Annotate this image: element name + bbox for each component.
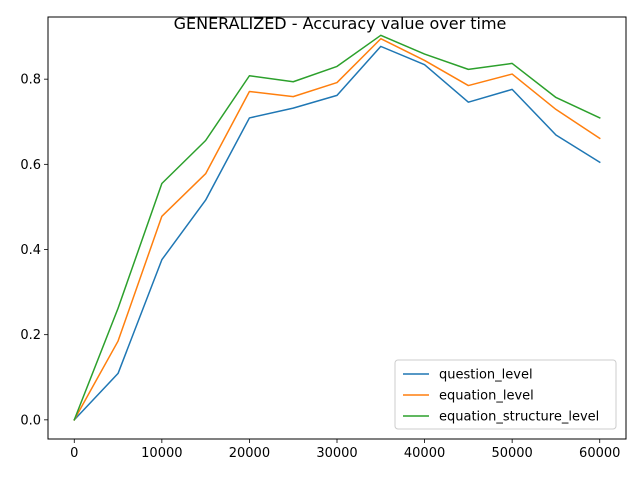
- x-tick-label: 50000: [491, 446, 532, 461]
- legend-label-equation-level: equation_level: [439, 389, 534, 404]
- chart-title: GENERALIZED - Accuracy value over time: [174, 14, 507, 33]
- legend-label-question-level: question_level: [439, 368, 533, 383]
- series-line-equation-structure-level: [73, 34, 601, 421]
- legend-box: [394, 359, 617, 430]
- y-tick-label: 0.8: [20, 73, 41, 88]
- series-line-question-level: [73, 45, 601, 421]
- x-tick-label: 30000: [316, 446, 357, 461]
- y-tick-label: 0.6: [20, 158, 41, 173]
- y-axis: 0.0 0.2 0.4 0.6 0.8: [20, 73, 48, 428]
- y-tick-label: 0.0: [20, 413, 41, 428]
- y-tick-label: 0.4: [20, 243, 41, 258]
- x-tick-label: 40000: [404, 446, 445, 461]
- legend-label-equation-structure-level: equation_structure_level: [439, 410, 599, 425]
- x-tick-label: 60000: [579, 446, 620, 461]
- x-tick-label: 0: [70, 446, 78, 461]
- x-tick-label: 10000: [141, 446, 182, 461]
- x-tick-label: 20000: [229, 446, 270, 461]
- plot-lines: [73, 34, 601, 421]
- series-line-equation-level: [73, 37, 601, 421]
- y-tick-label: 0.2: [20, 328, 41, 343]
- legend: question_level equation_level equation_str…: [394, 359, 617, 430]
- x-axis: 0 10000 20000 30000 40000 50000 60000: [70, 439, 620, 461]
